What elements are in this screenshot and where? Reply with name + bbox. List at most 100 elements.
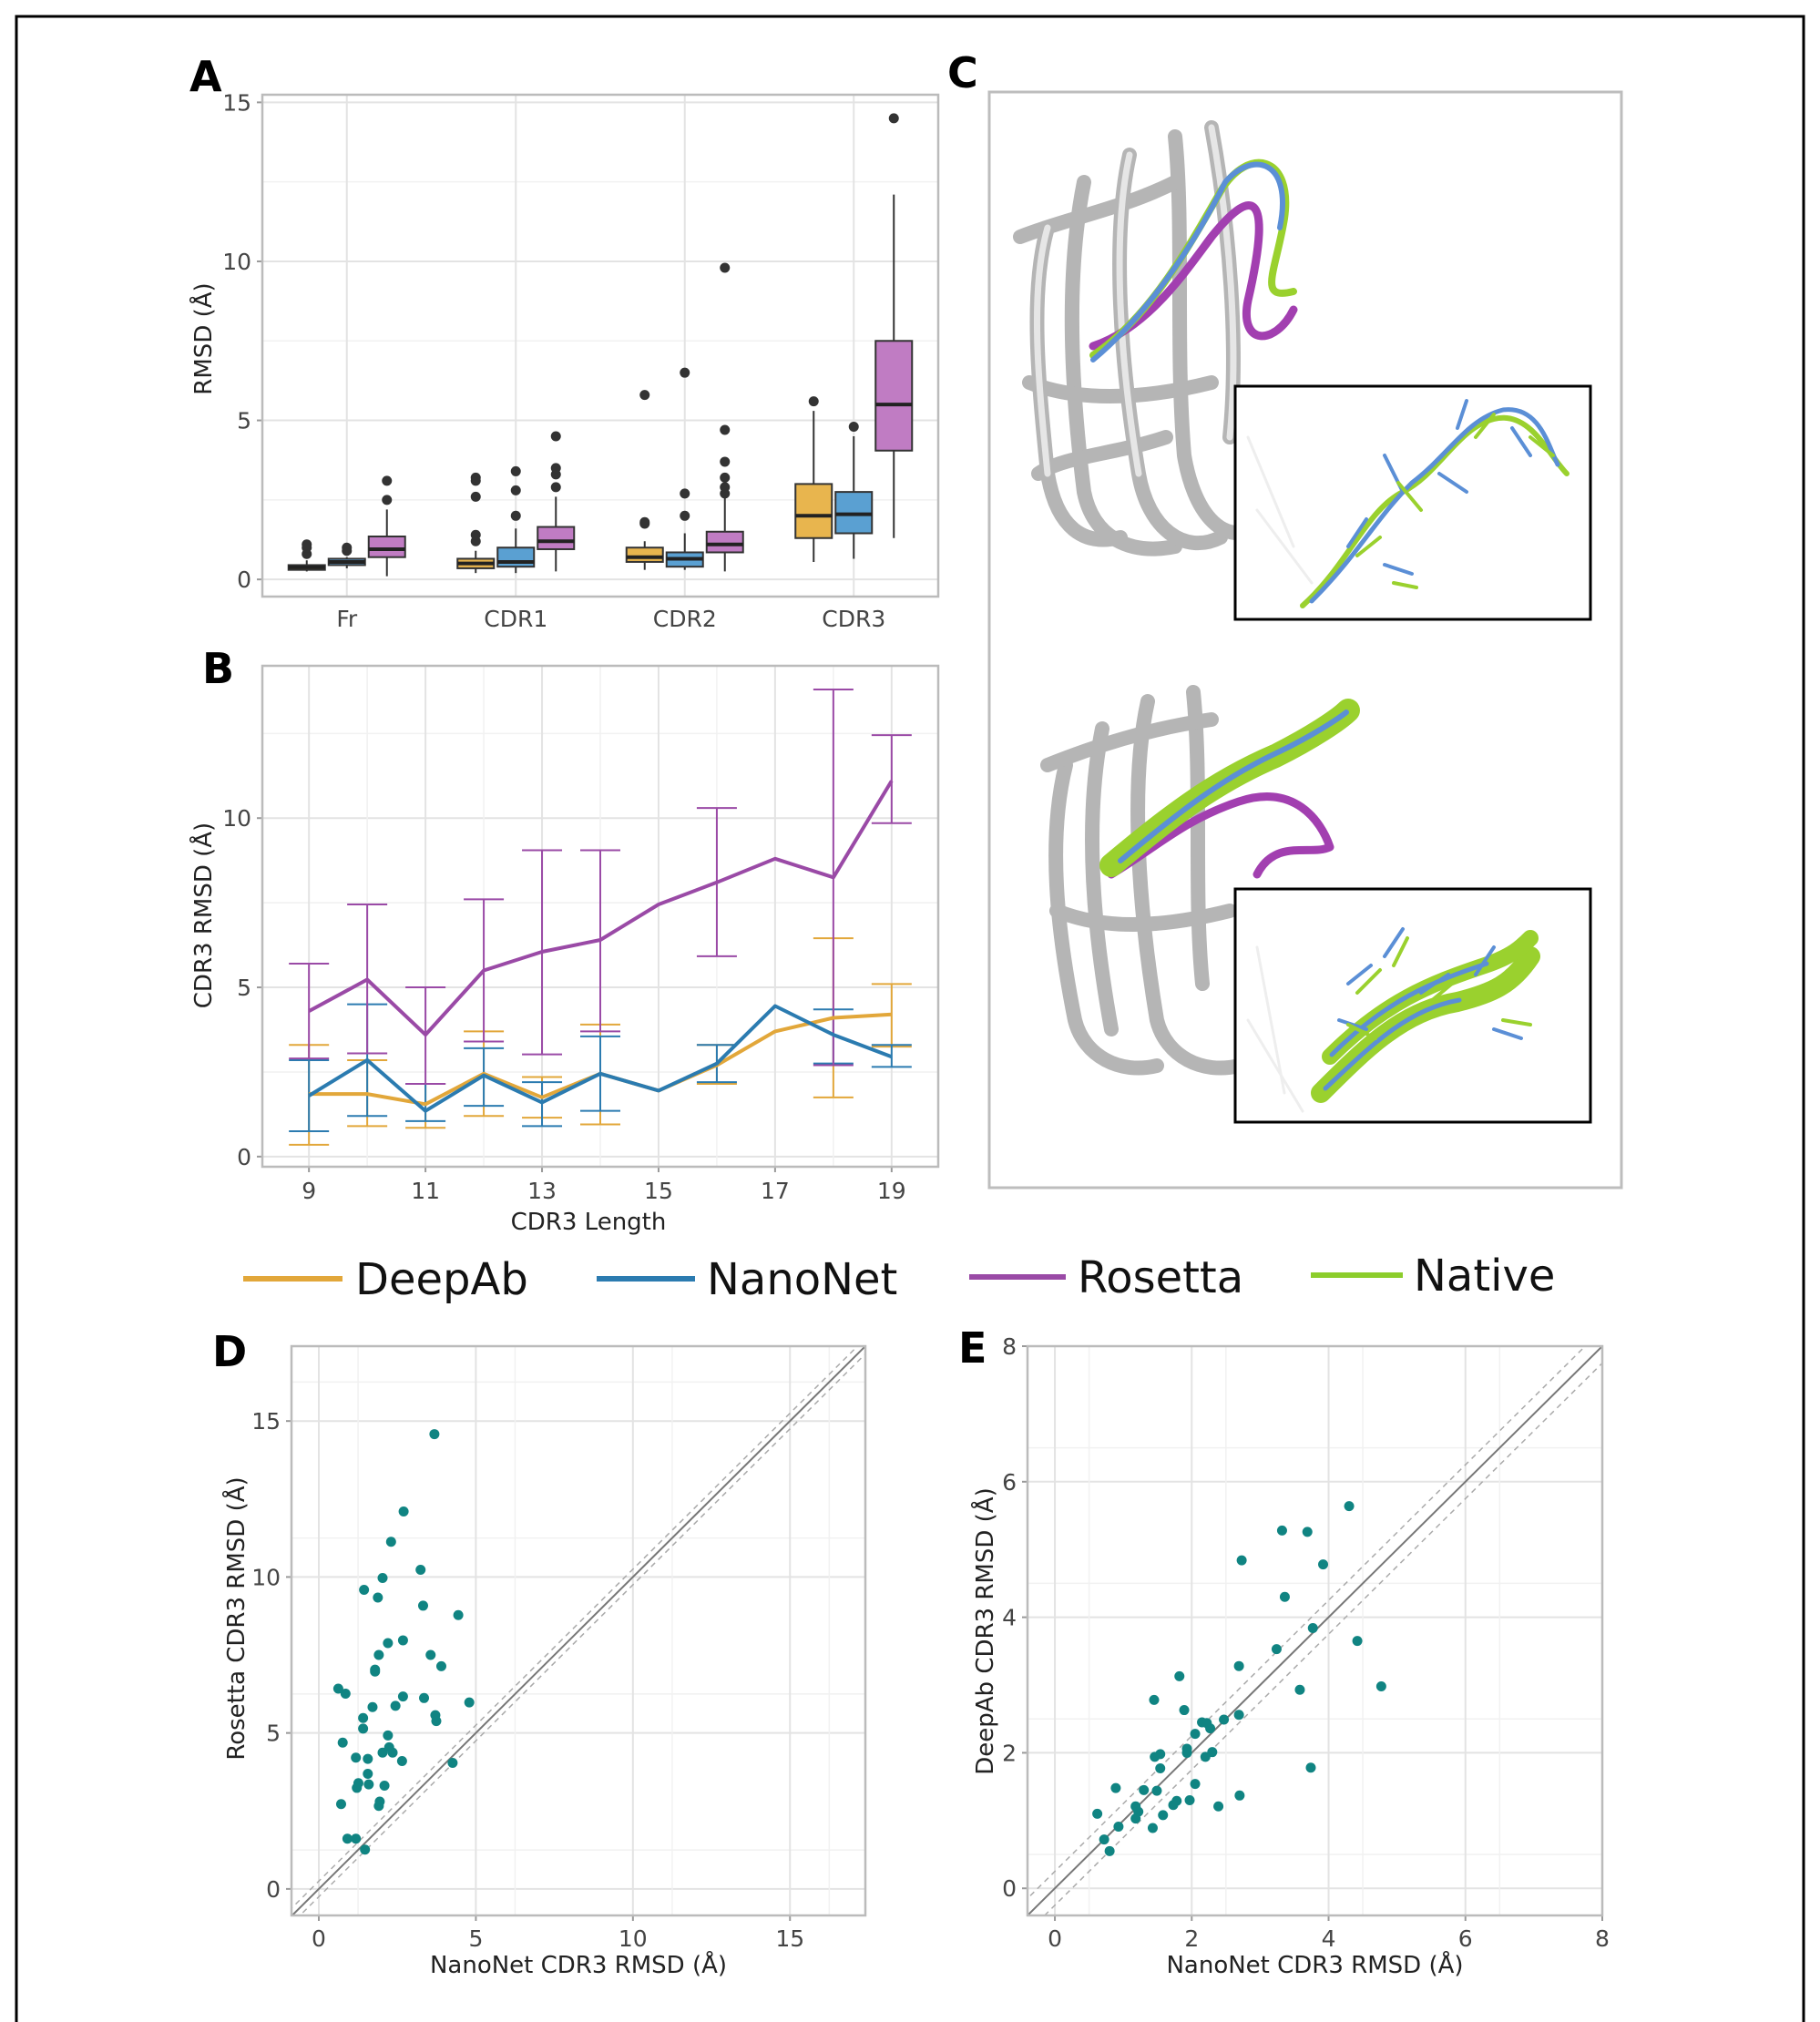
x-tick-label: 6 [1458,1925,1473,1952]
scatter-point [425,1649,436,1660]
x-tick-label: 17 [761,1178,790,1204]
scatter-point [1305,1762,1316,1773]
scatter-point [1151,1785,1162,1796]
plot-border [1026,1344,1604,1917]
panel-d-scatter: 0 5 10 15 0 5 10 15 Rosetta CDR3 RMSD (Å) NanoNet… [221,1344,867,1979]
y-tick-label: 15 [251,1408,281,1435]
scatter-point [1104,1845,1115,1856]
y-tick-label: 5 [237,408,251,434]
scatter-point [1219,1714,1230,1725]
y-tick-label: 15 [222,89,251,116]
x-tick-label: 19 [877,1178,906,1204]
box-iqr [537,526,576,550]
scatter-point [370,1666,381,1677]
panel-label-c: C [947,48,978,97]
x-tick-label: 5 [468,1925,483,1952]
scatter-point [1190,1779,1201,1790]
predicted-loop-top [1090,161,1285,363]
y-tick-label: 8 [1002,1333,1017,1360]
scatter-point [1279,1591,1290,1602]
box-outlier [470,529,481,540]
reference-lines [291,1346,865,1915]
x-tick-label: CDR3 [822,606,885,632]
box-outlier [720,472,731,483]
scatter-point [1113,1822,1124,1833]
box-outlier [680,367,690,378]
y-axis-label: Rosetta CDR3 RMSD (Å) [221,1476,251,1760]
scatter-point [1168,1800,1179,1811]
box-outlier [639,516,650,527]
scatter-point [1234,1790,1245,1801]
scatter-point [1092,1808,1103,1819]
legend-item-rosetta: Rosetta [969,1252,1243,1303]
framework-ribbons-bottom [1040,685,1246,1076]
y-tick-label: 5 [237,975,251,1001]
box-outlier [808,396,819,407]
box-cdr2-deepab [625,390,664,570]
scatter-point [397,1691,408,1702]
box-outlier [510,465,521,476]
scatter-point [373,1801,384,1812]
box-cdr1-deepab [456,472,496,574]
y-tick-label: 10 [251,1564,281,1590]
scatter-point [358,1723,369,1734]
box-cdr1-nanonet [496,465,536,574]
box-cdr1-rosetta [537,431,576,572]
tolerance-line [1028,1346,1587,1900]
scatter-point [1181,1747,1192,1758]
rosetta-loop-top [1089,201,1298,351]
legend-item-nanonet: NanoNet [597,1254,897,1305]
scatter-point [397,1635,408,1646]
panel-a-boxplot: 0 5 10 15 Fr CDR1 CDR2 CDR3 RMSD (Å) [189,89,940,632]
scatter-point [1147,1823,1158,1833]
scatter-point [1236,1555,1247,1566]
y-tick-label: 4 [1002,1605,1017,1631]
inset-bottom-detail [1246,927,1540,1113]
scatter-point [1200,1751,1211,1762]
inset-top-detail [1246,399,1569,608]
box-cdr3-nanonet [834,422,874,559]
y-axis-label: DeepAb CDR3 RMSD (Å) [970,1487,999,1774]
box-outlier [888,113,899,124]
legend-item-deepab: DeepAb [243,1254,528,1305]
x-tick-label: 0 [312,1925,326,1952]
box-fr-deepab [287,539,326,572]
scatter-point [453,1609,464,1620]
scatter-point [1155,1763,1166,1774]
x-tick-label: CDR2 [653,606,717,632]
x-tick-label: CDR1 [484,606,547,632]
line-nanonet [308,1004,893,1113]
scatter-point [1213,1801,1224,1812]
x-tick-label: 15 [644,1178,673,1204]
box-outlier [720,262,731,273]
panel-label-e: E [958,1323,987,1373]
scatter-point [1352,1636,1363,1647]
scatter-point [373,1649,384,1660]
scatter-point [352,1782,363,1793]
scatter-point [363,1779,374,1790]
x-axis-label: CDR3 Length [511,1209,667,1236]
scatter-point [377,1747,388,1758]
scatter-point [340,1689,351,1700]
y-tick-label: 5 [266,1721,281,1747]
box-cdr2-rosetta [705,262,744,572]
scatter-point [447,1758,458,1769]
panel-b-lineplot: 0 5 10 9 11 13 15 17 19 CDR3 RMSD (Å) CDR3 Length [189,664,940,1236]
scatter-point [363,1769,373,1780]
scatter-point [398,1506,409,1517]
box-outlier [680,510,690,521]
x-tick-label: 9 [302,1178,316,1204]
scatter-point [379,1781,390,1792]
scatter-point [383,1638,394,1649]
scatter-point [1375,1681,1386,1692]
scatter-point [431,1716,442,1727]
scatter-point [390,1700,401,1711]
y-tick-label: 10 [222,249,251,275]
scatter-point [387,1747,398,1758]
scatter-point [337,1737,348,1748]
legend-label-rosetta: Rosetta [1078,1252,1243,1303]
scatter-point [1344,1501,1355,1512]
scatter-point [1307,1623,1318,1634]
scatter-point [1158,1810,1169,1821]
